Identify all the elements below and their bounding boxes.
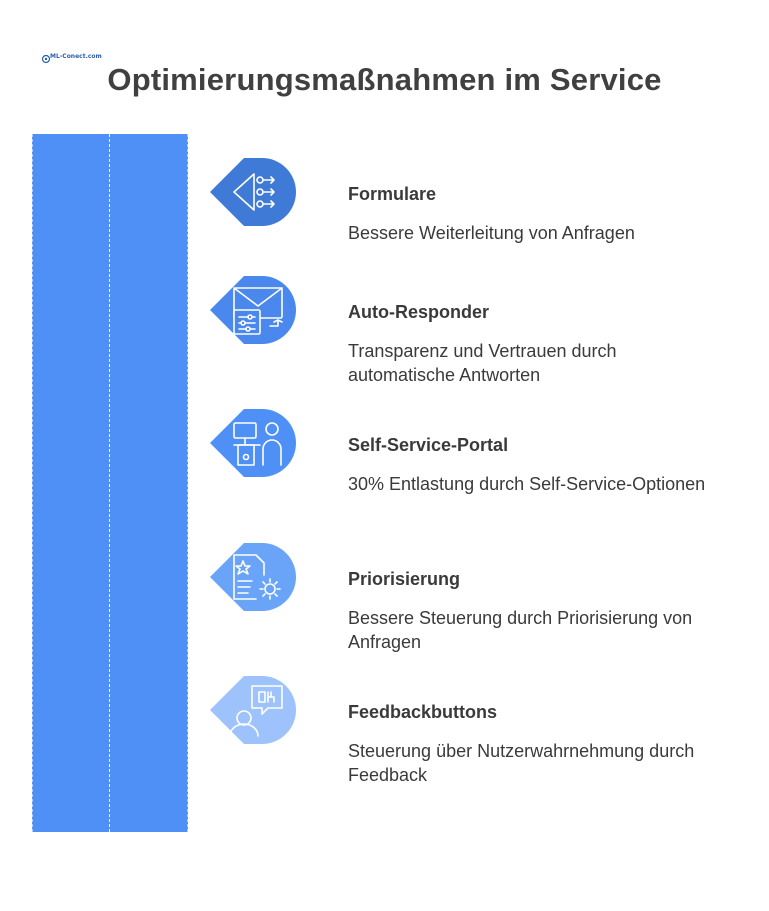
step-description: Bessere Weiterleitung von Anfragen	[348, 223, 635, 243]
step-description: Steuerung über Nutzerwahrnehmung durch F…	[348, 741, 695, 785]
step-marker	[210, 276, 296, 344]
step-heading: Auto-Responder	[348, 302, 489, 322]
road-edge-left	[32, 134, 33, 832]
step-heading: Self-Service-Portal	[348, 435, 509, 455]
step-heading: Formulare	[348, 184, 437, 204]
mail-settings-icon	[233, 287, 283, 335]
logo-text: ML-Conect.com	[50, 53, 102, 60]
step-marker	[210, 543, 296, 611]
document-gear-icon	[233, 554, 281, 600]
step-marker	[210, 676, 296, 744]
roadmap-road	[32, 134, 188, 832]
step-description: Transparenz und Vertrauen durch automati…	[348, 341, 617, 385]
logo-mark-icon	[41, 54, 51, 64]
road-edge-right	[187, 134, 188, 832]
step-description: 30% Entlastung durch Self-Service-Option…	[348, 474, 706, 494]
step-marker	[210, 409, 296, 477]
kiosk-user-icon	[233, 422, 282, 466]
step-marker	[210, 158, 296, 226]
step-heading: Priorisierung	[348, 569, 461, 589]
road-center-line	[109, 134, 110, 832]
routing-form-icon	[233, 173, 275, 211]
brand-logo: ML-Conect.com	[41, 52, 102, 64]
page-title: Optimierungsmaßnahmen im Service	[107, 62, 662, 97]
step-description: Bessere Steuerung durch Priorisierung vo…	[348, 608, 693, 652]
feedback-chat-icon	[229, 685, 283, 737]
step-heading: Feedbackbuttons	[348, 702, 498, 722]
